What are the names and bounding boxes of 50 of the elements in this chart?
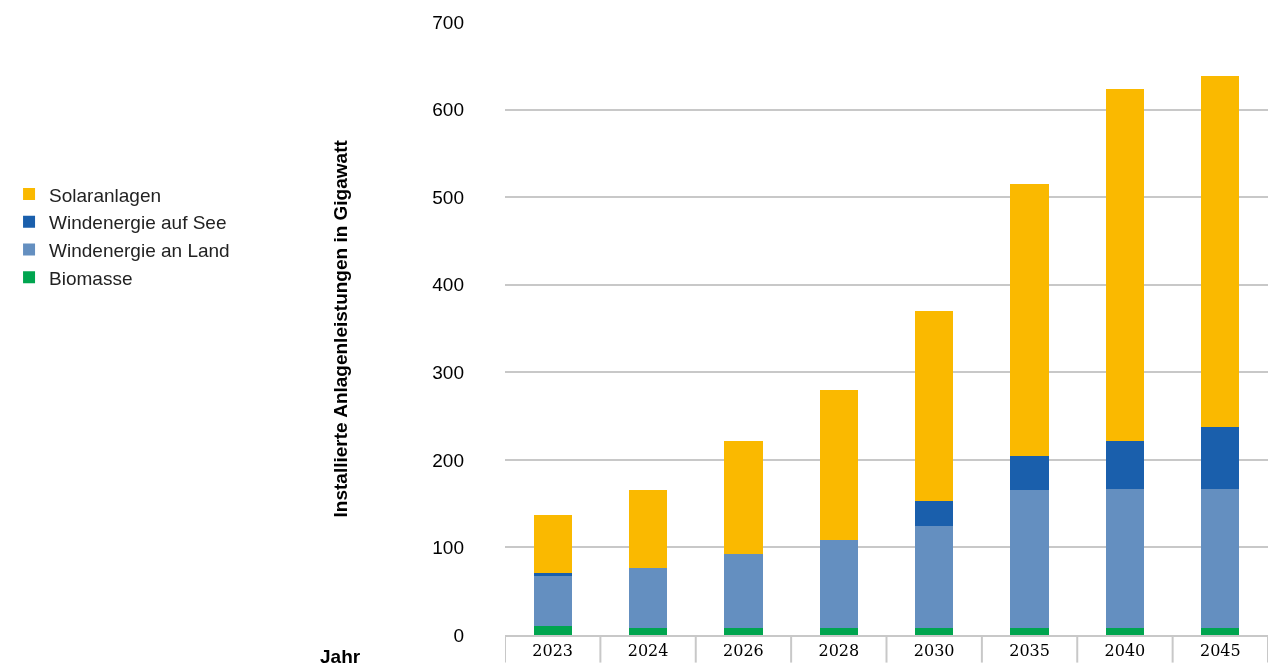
legend-label: Windenergie an Land: [49, 239, 230, 261]
x-tick-label: 2045: [1199, 641, 1241, 661]
bar: [1201, 488, 1240, 628]
bar: [1201, 76, 1240, 427]
bar: [724, 553, 763, 628]
bar: [915, 526, 954, 628]
y-tick-label: 700: [432, 11, 464, 33]
x-tick-label: 2023: [532, 641, 574, 661]
y-tick-label: 300: [432, 361, 464, 383]
bar: [628, 568, 668, 628]
bar: [533, 626, 572, 635]
bar: [819, 627, 858, 635]
x-tick-label: 2024: [627, 641, 669, 661]
legend-label: Biomasse: [49, 267, 133, 289]
y-tick-label: 0: [453, 624, 464, 646]
x-axis-title: Jahr: [320, 646, 361, 663]
bar: [1010, 627, 1049, 635]
y-tick-label: 100: [432, 537, 464, 559]
x-tick-label: 2030: [913, 641, 955, 661]
bar: [1201, 627, 1240, 635]
bar: [533, 576, 572, 627]
y-tick-label: 400: [432, 274, 464, 296]
y-tick-label: 600: [432, 99, 464, 121]
bar: [1010, 184, 1049, 457]
bar: [819, 389, 858, 541]
bar: [915, 501, 954, 527]
x-tick-label: 2040: [1104, 641, 1146, 661]
x-tick-label: 2028: [818, 641, 860, 661]
y-tick-label: 200: [432, 449, 464, 471]
bar: [1105, 440, 1145, 489]
bar: [915, 310, 954, 502]
bar: [1010, 456, 1049, 490]
bar: [1105, 627, 1145, 635]
x-tick-label: 2035: [1009, 641, 1050, 661]
y-tick-label: 500: [432, 186, 464, 208]
bar: [1105, 488, 1145, 628]
legend-label: Windenergie auf See: [49, 212, 227, 234]
bar: [915, 627, 954, 635]
bar: [1105, 88, 1145, 441]
bar: [1201, 426, 1240, 489]
bar: [724, 441, 763, 554]
legend-label: Solaranlagen: [49, 184, 162, 206]
bar: [724, 627, 763, 635]
bar: [628, 627, 668, 635]
bar: [628, 489, 668, 569]
x-tick-label: 2026: [723, 641, 764, 661]
bar: [819, 540, 858, 628]
y-axis-title: Installierte Anlagenleistungen in Gigawatt: [330, 139, 352, 518]
bar: [533, 515, 572, 573]
bar: [1010, 489, 1049, 628]
